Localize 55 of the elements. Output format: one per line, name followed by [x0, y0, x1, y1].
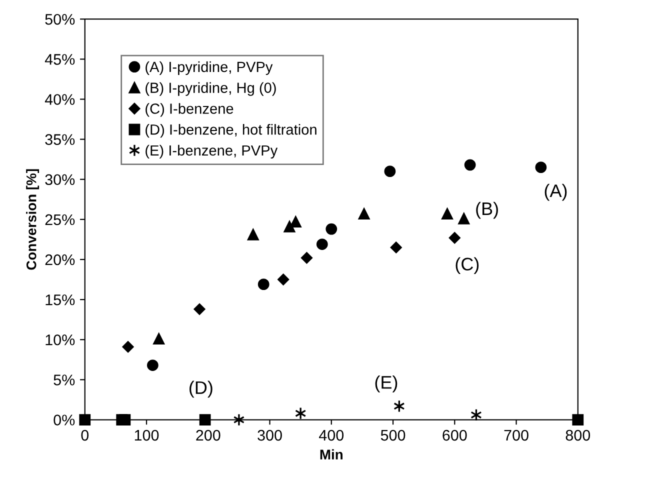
point — [448, 232, 460, 244]
point — [301, 252, 312, 264]
y-tick-label: 40% — [44, 94, 75, 105]
x-tick-label: 300 — [258, 430, 282, 441]
y-tick-label: 10% — [46, 334, 75, 346]
point — [153, 333, 165, 345]
legend-label: (C) I-benzene — [146, 103, 234, 117]
y-tick-label: 45% — [44, 54, 75, 65]
point — [458, 212, 470, 224]
x-tick-label: 0 — [81, 430, 89, 441]
y-tick-label: 5% — [54, 374, 75, 386]
y-axis-title: Conversion [%] — [26, 169, 40, 270]
point — [199, 414, 211, 426]
point — [326, 223, 338, 235]
point — [122, 341, 134, 353]
x-tick-label: 200 — [196, 430, 220, 441]
point — [290, 216, 302, 228]
point — [316, 238, 328, 250]
y-tick-label: 35% — [45, 134, 75, 145]
legend-label: (D) I-benzene, hot filtration — [146, 124, 316, 138]
point — [535, 162, 547, 174]
annotation: (B) — [476, 202, 498, 219]
x-axis-title: Min — [320, 449, 342, 460]
point — [384, 166, 396, 178]
y-tick-label: 25% — [45, 214, 75, 226]
x-tick-label: 100 — [134, 430, 159, 441]
x-tick-label: 500 — [380, 430, 406, 441]
y-tick-label: 15% — [46, 294, 75, 306]
point — [146, 360, 158, 371]
x-tick-label: 800 — [566, 430, 590, 441]
y-tick-label: 20% — [45, 254, 75, 266]
y-tick-label: 0% — [54, 414, 75, 426]
legend-label: (A) I-pyridine, PVPy — [146, 61, 273, 75]
point — [194, 303, 206, 315]
point — [390, 242, 402, 254]
annotation: (A) — [544, 184, 567, 201]
legend-label: (E) I-benzene, PVPy — [146, 144, 278, 159]
point — [358, 208, 370, 220]
point — [278, 274, 290, 286]
annotation: (E) — [375, 376, 398, 392]
point — [79, 414, 91, 426]
point — [284, 220, 296, 232]
point — [247, 228, 259, 240]
annotation: (D) — [190, 380, 212, 398]
point — [464, 159, 476, 171]
point — [258, 278, 270, 290]
x-tick-label: 400 — [319, 430, 344, 441]
y-tick-label: 50% — [45, 14, 75, 25]
x-tick-label: 600 — [442, 430, 467, 441]
y-tick-label: 30% — [45, 174, 75, 186]
legend-label: (B) I-pyridine, Hg (0) — [146, 82, 276, 96]
point — [572, 414, 584, 426]
annotation: (C) — [456, 257, 479, 274]
x-tick-label: 700 — [504, 430, 528, 441]
point — [442, 208, 453, 220]
